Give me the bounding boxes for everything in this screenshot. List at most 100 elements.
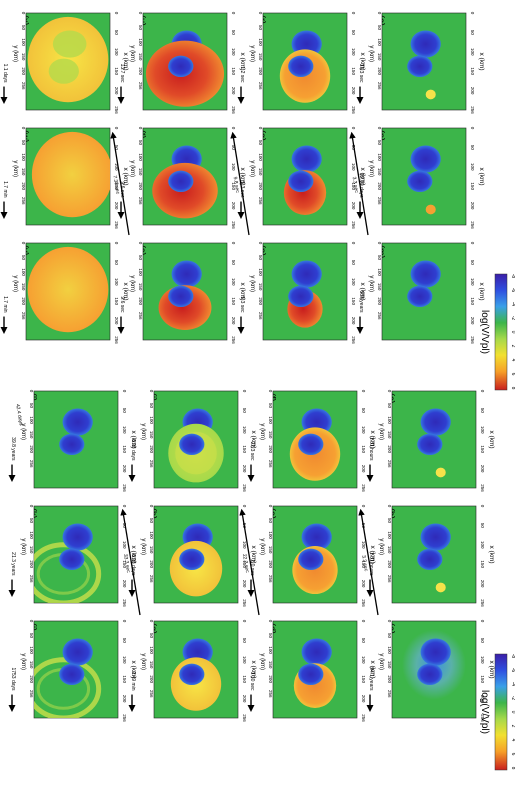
panel-label: (w) <box>21 130 31 143</box>
y-tick-label: 150 <box>21 168 26 176</box>
y-tick-label: 50 <box>138 255 143 261</box>
panel-t: (t) x (km) 0 50 100 150 200 256 y (km) 0 50 100 150 2… <box>117 127 246 229</box>
x-tick-label: 150 <box>351 67 356 75</box>
x-tick-label: 150 <box>470 297 475 305</box>
transition-label: 9.8 sec <box>232 176 241 193</box>
x-axis-label: x (km) <box>359 52 366 70</box>
x-axis-label: x (km) <box>122 167 129 185</box>
y-tick-label: 256 <box>138 197 143 205</box>
x-tick-label: 256 <box>470 336 475 344</box>
colorbar-tick: 6 <box>510 373 515 376</box>
y-tick-label: 100 <box>29 531 34 539</box>
x-tick-label: 100 <box>361 656 366 664</box>
y-tick-label: 256 <box>21 197 26 205</box>
transition-arrow <box>230 131 250 236</box>
y-tick-label: 100 <box>138 38 143 46</box>
panel-u: (u) x (km) 0 50 100 150 200 256 y (km) 0 50 100 150 2… <box>117 12 246 114</box>
colorbar-tick: -2 <box>510 316 515 321</box>
y-tick-label: 100 <box>268 646 273 654</box>
y-tick-label: 150 <box>29 431 34 439</box>
y-tick-label: 150 <box>268 431 273 439</box>
x-tick-label: 100 <box>351 48 356 56</box>
time-label: 5.3 sec <box>239 296 245 313</box>
time-label: 1753 days <box>10 667 16 691</box>
y-tick-label: 256 <box>258 197 263 205</box>
colorbar-tick: 4 <box>510 359 515 362</box>
y-axis-label: y (km) <box>259 423 265 440</box>
x-tick-label: 200 <box>470 317 475 325</box>
x-axis-label: x (km) <box>369 660 376 678</box>
transition-label: 33.3 sec <box>122 553 131 573</box>
panel-label: (u) <box>138 15 148 26</box>
y-tick-label: 0 <box>138 242 143 245</box>
x-tick-label: 256 <box>114 106 119 114</box>
x-tick-label: 50 <box>242 408 247 414</box>
x-tick-label: 150 <box>480 445 485 453</box>
time-label: 3.28 days <box>130 439 136 461</box>
locked-patch-2 <box>179 433 205 456</box>
x-tick-label: 50 <box>480 523 485 529</box>
y-tick-label: 0 <box>377 127 382 130</box>
x-tick-label: 0 <box>470 12 475 15</box>
x-tick-label: 200 <box>231 202 236 210</box>
panel-label: (l) <box>29 393 39 401</box>
y-tick-label: 0 <box>377 12 382 15</box>
x-tick-label: 150 <box>361 675 366 683</box>
x-tick-label: 200 <box>351 202 356 210</box>
locked-patch-1 <box>171 260 202 288</box>
x-tick-label: 0 <box>351 12 356 15</box>
transition-label: 3.3 sec <box>360 555 369 572</box>
x-tick-label: 200 <box>114 87 119 95</box>
y-tick-label: 0 <box>258 127 263 130</box>
panel-label: (g) <box>149 623 159 634</box>
x-axis-label: x (km) <box>478 167 485 185</box>
y-axis-label: y (km) <box>129 275 135 292</box>
y-tick-label: 200 <box>21 182 26 190</box>
colorbar-tick: -4 <box>510 682 515 687</box>
x-tick-label: 150 <box>480 560 485 568</box>
time-label: 39.8 years <box>10 437 16 461</box>
y-tick-label: 150 <box>268 546 273 554</box>
y-tick-label: 100 <box>387 646 392 654</box>
time-label: 13.3 sec <box>358 64 364 83</box>
y-tick-label: 150 <box>138 168 143 176</box>
x-tick-label: 0 <box>480 505 485 508</box>
y-tick-label: 200 <box>29 560 34 568</box>
colorbar: log(V/Vpl)-8-6-4-202468(V=1e-9 m/s) <box>479 273 515 391</box>
x-tick-label: 50 <box>114 145 119 151</box>
colorbar: log(V/Vpl)-8-6-4-202468(V=1e-9 m/s) <box>479 653 515 771</box>
y-axis-label: y (km) <box>20 538 26 555</box>
x-tick-label: 150 <box>242 445 247 453</box>
y-tick-label: 100 <box>377 153 382 161</box>
x-tick-label: 256 <box>351 106 356 114</box>
x-tick-label: 150 <box>122 560 127 568</box>
y-tick-label: 150 <box>387 661 392 669</box>
time-label: 94.1 years <box>368 667 374 691</box>
locked-patch-2 <box>407 285 433 308</box>
y-tick-label: 256 <box>258 312 263 320</box>
x-tick-label: 50 <box>231 260 236 266</box>
y-tick-label: 256 <box>377 197 382 205</box>
y-tick-label: 200 <box>138 182 143 190</box>
y-tick-label: 200 <box>29 445 34 453</box>
y-tick-label: 150 <box>149 431 154 439</box>
y-tick-label: 100 <box>258 268 263 276</box>
locked-patch-1 <box>410 145 441 173</box>
locked-patch-1 <box>420 638 451 666</box>
y-tick-label: 150 <box>387 546 392 554</box>
panel-v: (v) x (km) 0 50 100 150 200 256 y (km) 0 50 100 150 2… <box>0 242 129 344</box>
colorbar-tick: 4 <box>510 739 515 742</box>
x-tick-label: 200 <box>361 695 366 703</box>
time-label: 1.30 sec <box>249 672 255 691</box>
x-tick-label: 256 <box>351 336 356 344</box>
x-tick-label: 256 <box>242 484 247 492</box>
y-tick-label: 100 <box>268 531 273 539</box>
y-tick-label: 200 <box>138 67 143 75</box>
time-label: 1.31 hours <box>368 552 374 576</box>
x-axis-label: x (km) <box>239 282 246 300</box>
y-tick-label: 100 <box>258 153 263 161</box>
y-tick-label: 100 <box>29 646 34 654</box>
